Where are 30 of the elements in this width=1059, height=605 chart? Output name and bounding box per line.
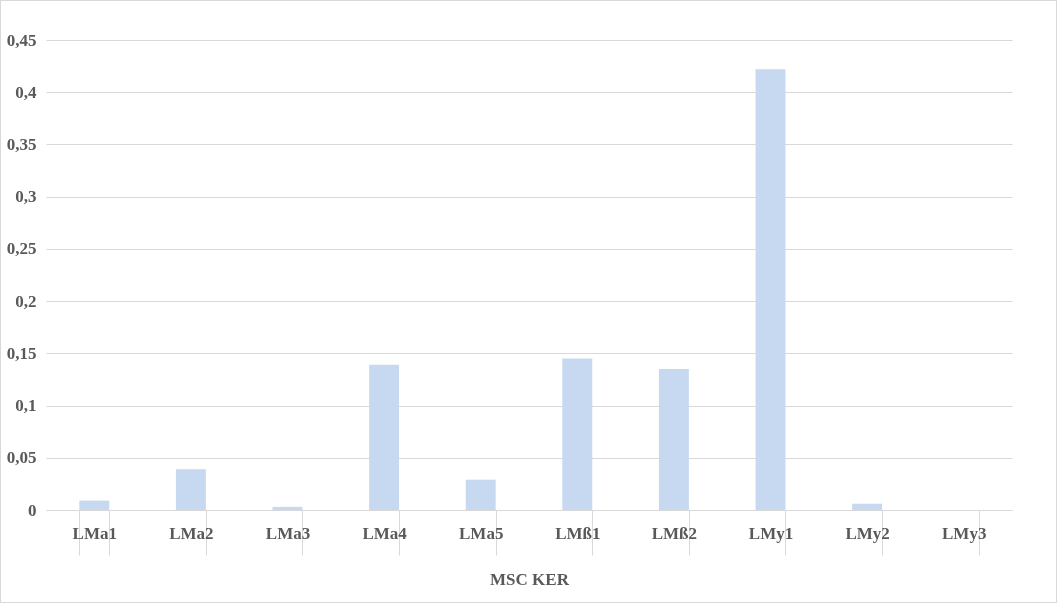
bar [658,369,689,510]
x-tick-label: LMß1 [555,523,601,543]
bar [852,503,883,510]
bar [369,364,400,510]
y-tick-label: 0,45 [6,30,37,50]
y-tick-label: 0,2 [15,291,37,311]
x-tick-label: LMa4 [362,523,408,543]
bar [755,69,786,510]
y-tick-label: 0,4 [15,82,37,102]
bar [175,469,206,510]
y-tick-label: 0,3 [15,187,37,207]
x-tick-label: LMy3 [942,523,987,543]
y-tick-label: 0,05 [6,448,37,468]
x-axis-title: MSC KER [490,570,570,589]
bar [562,358,593,510]
y-tick-label: 0,35 [6,134,37,154]
x-tick-label: LMß2 [651,523,698,543]
x-tick-label: LMa2 [169,523,214,543]
bar [79,500,110,510]
y-tick-label: 0 [28,500,37,520]
x-tick-label: LMy1 [748,523,794,543]
y-tick-label: 0,25 [6,239,37,259]
x-tick-label: LMa5 [459,523,504,543]
x-tick-label: LMy2 [845,523,890,543]
bar [272,506,303,510]
x-tick-label: LMa1 [72,523,117,543]
y-tick-label: 0,1 [15,396,37,416]
x-tick-label: LMa3 [265,523,311,543]
bar [465,479,496,510]
y-tick-label: 0,15 [6,343,37,363]
